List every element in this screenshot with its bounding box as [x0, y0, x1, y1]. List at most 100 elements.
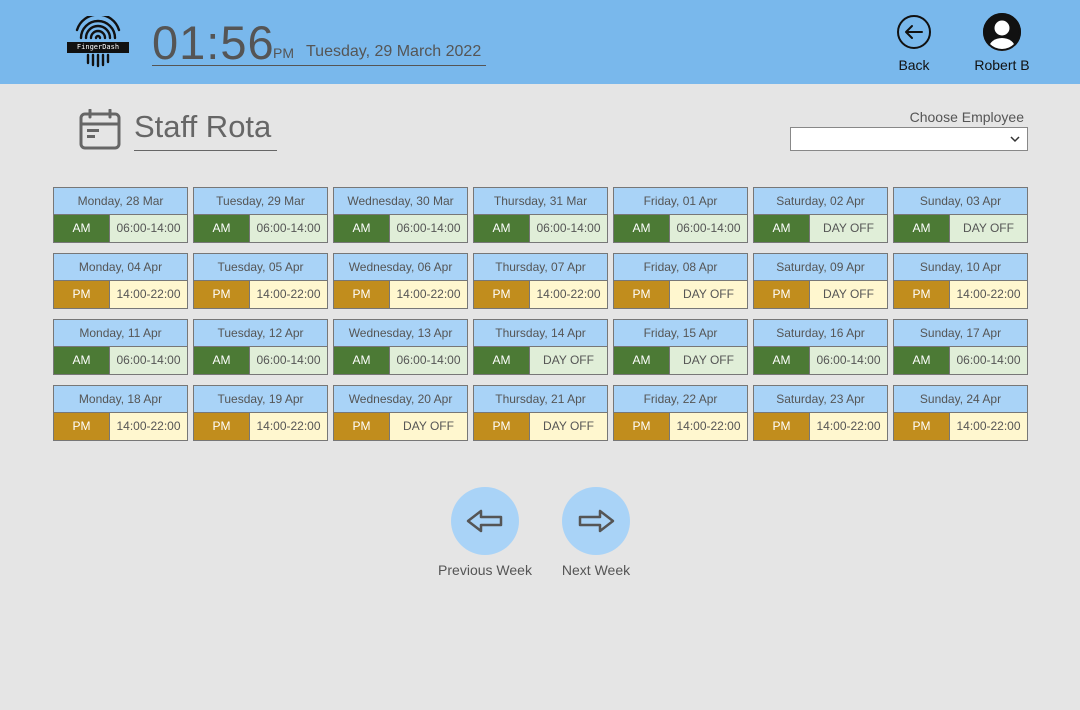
clock-ampm: PM — [273, 45, 294, 61]
shift-hours: 14:00-22:00 — [529, 281, 607, 308]
shift-badge: AM — [754, 215, 809, 242]
back-button[interactable]: Back — [885, 14, 943, 73]
rota-day-cell: Friday, 22 Apr PM 14:00-22:00 — [613, 385, 748, 441]
rota-day-label: Tuesday, 19 Apr — [194, 386, 327, 413]
rota-day-cell: Thursday, 31 Mar AM 06:00-14:00 — [473, 187, 608, 243]
shift-hours: DAY OFF — [529, 347, 607, 374]
rota-shift-row: AM 06:00-14:00 — [334, 215, 467, 242]
rota-shift-row: PM DAY OFF — [334, 413, 467, 440]
rota-day-cell: Thursday, 07 Apr PM 14:00-22:00 — [473, 253, 608, 309]
rota-day-label: Saturday, 16 Apr — [754, 320, 887, 347]
shift-badge: AM — [194, 215, 249, 242]
next-week-button[interactable]: Next Week — [546, 487, 646, 578]
rota-day-cell: Sunday, 03 Apr AM DAY OFF — [893, 187, 1028, 243]
rota-shift-row: AM 06:00-14:00 — [614, 215, 747, 242]
shift-hours: DAY OFF — [809, 215, 887, 242]
rota-day-cell: Friday, 01 Apr AM 06:00-14:00 — [613, 187, 748, 243]
rota-day-label: Monday, 28 Mar — [54, 188, 187, 215]
shift-hours: 14:00-22:00 — [109, 413, 187, 440]
shift-badge: PM — [894, 413, 949, 440]
rota-day-cell: Tuesday, 19 Apr PM 14:00-22:00 — [193, 385, 328, 441]
rota-day-label: Tuesday, 12 Apr — [194, 320, 327, 347]
rota-day-label: Wednesday, 30 Mar — [334, 188, 467, 215]
shift-hours: 06:00-14:00 — [669, 215, 747, 242]
shift-hours: DAY OFF — [389, 413, 467, 440]
rota-day-cell: Wednesday, 20 Apr PM DAY OFF — [333, 385, 468, 441]
shift-badge: AM — [614, 215, 669, 242]
previous-week-button[interactable]: Previous Week — [435, 487, 535, 578]
shift-hours: 14:00-22:00 — [809, 413, 887, 440]
rota-day-cell: Thursday, 21 Apr PM DAY OFF — [473, 385, 608, 441]
rota-day-cell: Sunday, 10 Apr PM 14:00-22:00 — [893, 253, 1028, 309]
shift-hours: 14:00-22:00 — [249, 413, 327, 440]
rota-day-cell: Monday, 11 Apr AM 06:00-14:00 — [53, 319, 188, 375]
rota-day-label: Thursday, 14 Apr — [474, 320, 607, 347]
rota-shift-row: PM DAY OFF — [614, 281, 747, 308]
rota-day-cell: Saturday, 02 Apr AM DAY OFF — [753, 187, 888, 243]
rota-shift-row: PM 14:00-22:00 — [194, 281, 327, 308]
page-title: Staff Rota — [134, 109, 277, 151]
rota-shift-row: PM DAY OFF — [474, 413, 607, 440]
rota-day-label: Friday, 15 Apr — [614, 320, 747, 347]
calendar-card-icon — [79, 109, 121, 150]
shift-badge: AM — [894, 215, 949, 242]
rota-day-label: Sunday, 17 Apr — [894, 320, 1027, 347]
shift-hours: 06:00-14:00 — [249, 215, 327, 242]
shift-badge: PM — [614, 413, 669, 440]
rota-shift-row: PM 14:00-22:00 — [894, 413, 1027, 440]
rota-shift-row: PM 14:00-22:00 — [54, 413, 187, 440]
rota-day-cell: Monday, 04 Apr PM 14:00-22:00 — [53, 253, 188, 309]
user-profile-button[interactable]: Robert B — [970, 13, 1034, 73]
clock-time: 01:56 — [152, 16, 275, 69]
rota-day-cell: Friday, 15 Apr AM DAY OFF — [613, 319, 748, 375]
rota-day-label: Saturday, 02 Apr — [754, 188, 887, 215]
rota-day-cell: Saturday, 23 Apr PM 14:00-22:00 — [753, 385, 888, 441]
shift-badge: AM — [54, 215, 109, 242]
shift-badge: AM — [334, 347, 389, 374]
rota-shift-row: AM 06:00-14:00 — [754, 347, 887, 374]
rota-day-cell: Saturday, 16 Apr AM 06:00-14:00 — [753, 319, 888, 375]
rota-day-cell: Tuesday, 05 Apr PM 14:00-22:00 — [193, 253, 328, 309]
shift-badge: AM — [754, 347, 809, 374]
previous-week-label: Previous Week — [438, 562, 532, 578]
rota-shift-row: PM DAY OFF — [754, 281, 887, 308]
rota-shift-row: AM DAY OFF — [894, 215, 1027, 242]
shift-hours: DAY OFF — [669, 281, 747, 308]
shift-hours: 06:00-14:00 — [529, 215, 607, 242]
rota-shift-row: AM 06:00-14:00 — [54, 215, 187, 242]
shift-hours: 06:00-14:00 — [389, 347, 467, 374]
clock-display: 01:56 PM Tuesday, 29 March 2022 — [152, 16, 486, 69]
shift-badge: PM — [474, 281, 529, 308]
user-name: Robert B — [974, 57, 1030, 73]
next-week-label: Next Week — [561, 562, 631, 578]
shift-hours: 06:00-14:00 — [249, 347, 327, 374]
rota-day-cell: Saturday, 09 Apr PM DAY OFF — [753, 253, 888, 309]
rota-shift-row: AM 06:00-14:00 — [54, 347, 187, 374]
rota-shift-row: PM 14:00-22:00 — [614, 413, 747, 440]
shift-badge: PM — [194, 281, 249, 308]
back-label: Back — [898, 57, 930, 73]
rota-shift-row: AM 06:00-14:00 — [194, 215, 327, 242]
previous-week-circle[interactable] — [451, 487, 519, 555]
rota-day-label: Sunday, 10 Apr — [894, 254, 1027, 281]
rota-day-label: Friday, 01 Apr — [614, 188, 747, 215]
rota-day-cell: Friday, 08 Apr PM DAY OFF — [613, 253, 748, 309]
shift-hours: 14:00-22:00 — [249, 281, 327, 308]
shift-badge: AM — [474, 215, 529, 242]
employee-select[interactable] — [790, 127, 1028, 151]
rota-shift-row: AM 06:00-14:00 — [474, 215, 607, 242]
shift-badge: PM — [194, 413, 249, 440]
arrow-right-outline-icon — [578, 509, 615, 533]
shift-badge: AM — [194, 347, 249, 374]
shift-badge: AM — [894, 347, 949, 374]
fingerdash-logo: FingerDash — [67, 13, 129, 68]
rota-shift-row: PM 14:00-22:00 — [334, 281, 467, 308]
shift-badge: PM — [754, 413, 809, 440]
rota-day-cell: Tuesday, 29 Mar AM 06:00-14:00 — [193, 187, 328, 243]
next-week-circle[interactable] — [562, 487, 630, 555]
rota-grid: Monday, 28 Mar AM 06:00-14:00 Tuesday, 29 M… — [53, 187, 1028, 441]
rota-day-label: Tuesday, 29 Mar — [194, 188, 327, 215]
rota-day-label: Friday, 08 Apr — [614, 254, 747, 281]
shift-badge: PM — [614, 281, 669, 308]
shift-badge: AM — [614, 347, 669, 374]
